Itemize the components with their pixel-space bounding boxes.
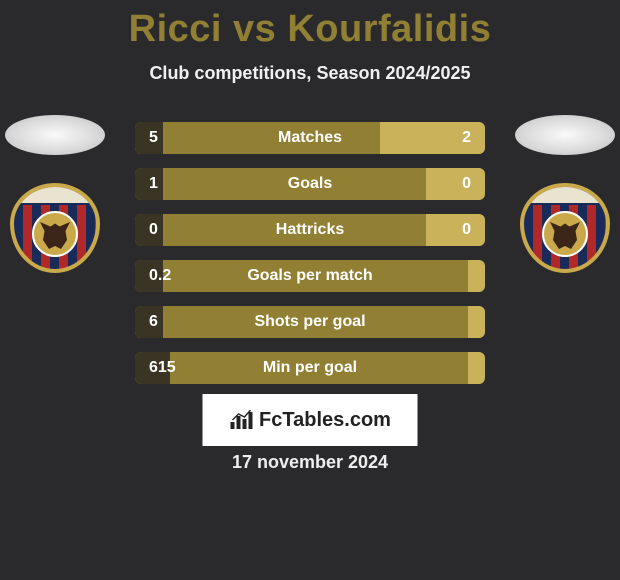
stat-row: 5 Matches 2 [135, 122, 485, 154]
stat-right-value: 0 [462, 221, 471, 239]
stat-left-value: 615 [149, 359, 176, 377]
stat-right-fill [426, 214, 486, 246]
player-right-panel [515, 115, 615, 273]
stats-panel: 5 Matches 2 1 Goals 0 0 Hattricks 0 0.2 Goals per … [135, 122, 485, 398]
brand-text: FcTables.com [259, 409, 391, 432]
stat-row: 615 Min per goal [135, 352, 485, 384]
stat-label: Shots per goal [254, 313, 365, 331]
page-title: Ricci vs Kourfalidis [0, 0, 620, 51]
subtitle: Club competitions, Season 2024/2025 [0, 63, 620, 84]
brand-bars-icon [229, 410, 253, 430]
player2-photo-placeholder [515, 115, 615, 155]
stat-left-value: 0 [149, 221, 158, 239]
stat-right-fill [468, 260, 486, 292]
stat-row: 1 Goals 0 [135, 168, 485, 200]
player-left-panel [5, 115, 105, 273]
player1-photo-placeholder [5, 115, 105, 155]
stat-row: 0 Hattricks 0 [135, 214, 485, 246]
stat-label: Goals per match [247, 267, 372, 285]
stat-label: Goals [288, 175, 332, 193]
stat-right-fill [426, 168, 486, 200]
stat-right-value: 0 [462, 175, 471, 193]
stat-left-value: 6 [149, 313, 158, 331]
stat-right-fill [468, 352, 486, 384]
stat-right-fill [468, 306, 486, 338]
player1-club-badge [10, 183, 100, 273]
stat-left-value: 5 [149, 129, 158, 147]
stat-row: 6 Shots per goal [135, 306, 485, 338]
brand-box: FcTables.com [203, 394, 418, 446]
stat-label: Matches [278, 129, 342, 147]
stat-left-value: 0.2 [149, 267, 171, 285]
date-line: 17 november 2024 [0, 452, 620, 473]
player2-club-badge [520, 183, 610, 273]
stat-right-value: 2 [462, 129, 471, 147]
stat-label: Min per goal [263, 359, 357, 377]
stat-row: 0.2 Goals per match [135, 260, 485, 292]
stat-label: Hattricks [276, 221, 344, 239]
stat-left-value: 1 [149, 175, 158, 193]
